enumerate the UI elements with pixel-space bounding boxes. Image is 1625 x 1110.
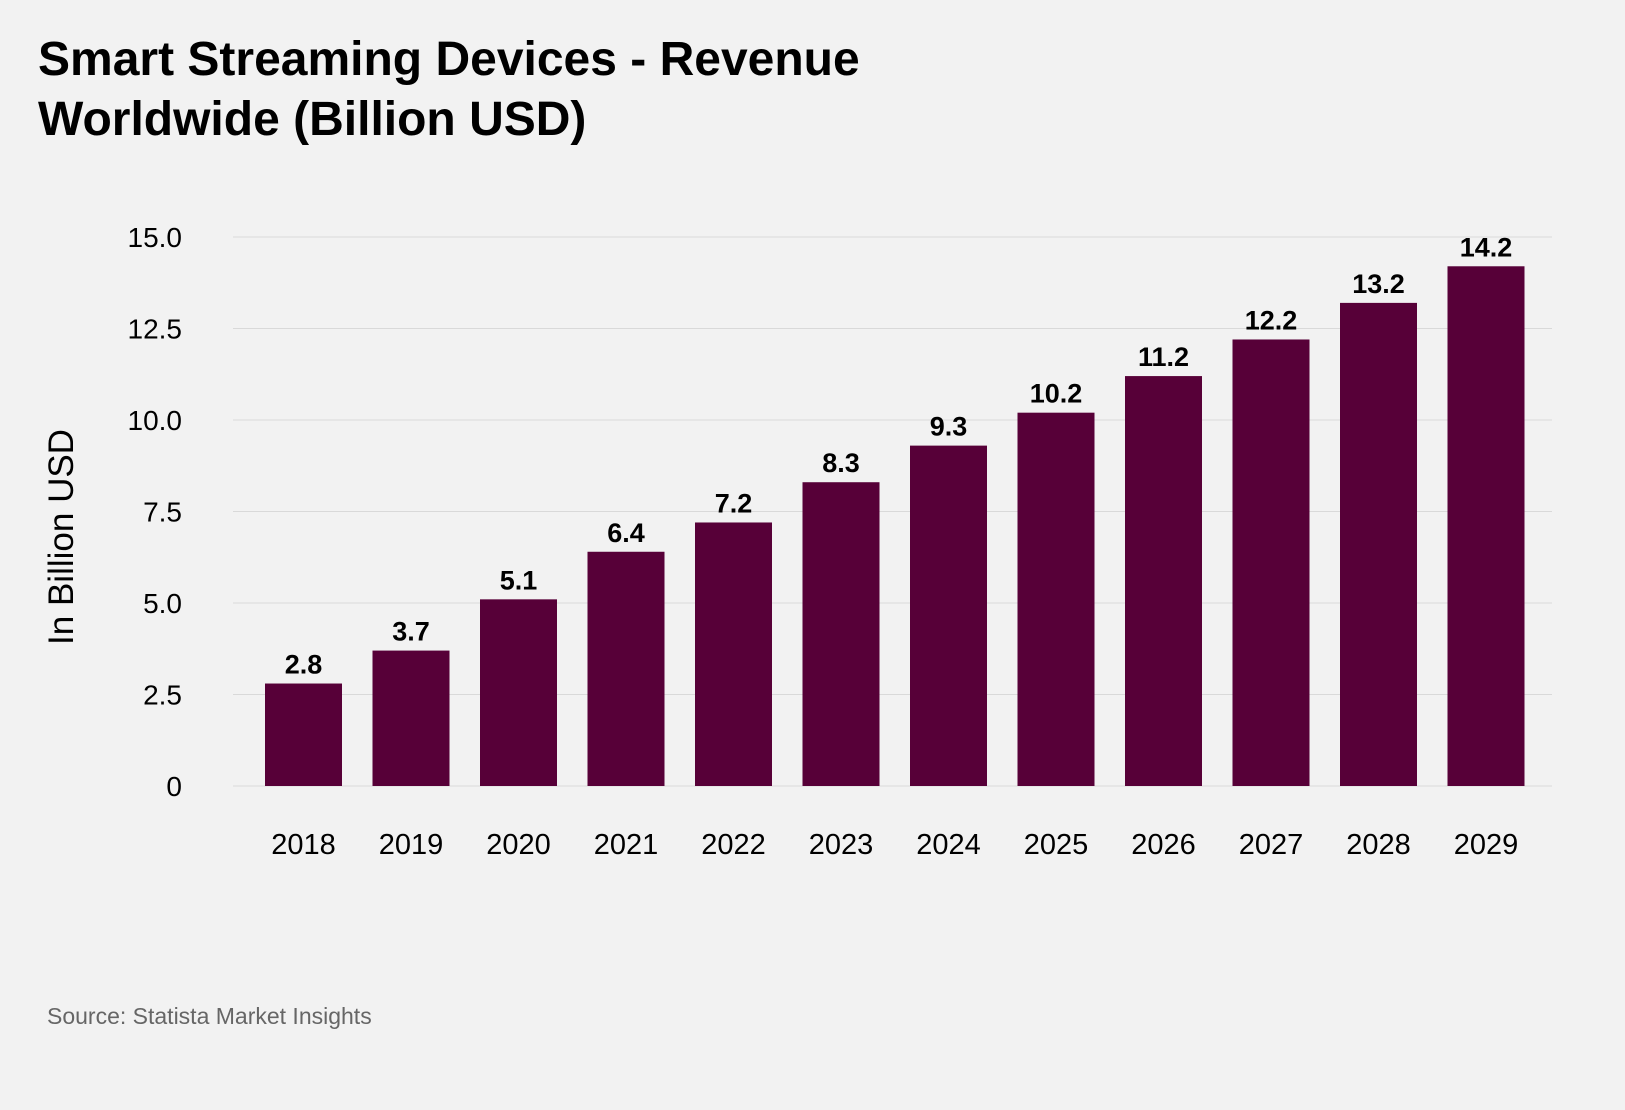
- data-label: 2.8: [285, 650, 323, 680]
- x-tick-label: 2022: [701, 829, 766, 861]
- x-tick-label: 2019: [379, 829, 444, 861]
- chart-title: Smart Streaming Devices - Revenue Worldw…: [38, 33, 860, 146]
- data-label: 8.3: [822, 448, 860, 478]
- y-axis-ticks: 0 2.5 5.0 7.5 10.0 12.5 15.0: [128, 222, 183, 802]
- data-label: 3.7: [392, 617, 430, 647]
- bar-2027: [1232, 339, 1310, 786]
- bar-2018: [265, 683, 342, 786]
- x-axis-ticks: 2018 2019 2020 2021 2022 2023 2024 2025 2026 2027…: [271, 829, 1518, 861]
- data-label: 12.2: [1245, 305, 1298, 335]
- data-label: 7.2: [715, 488, 753, 518]
- data-label: 13.2: [1352, 269, 1405, 299]
- data-labels: 2.8 3.7 5.1 6.4 7.2 8.3 9.3 10.2 11.2 12.2 13.2 14.…: [285, 232, 1513, 679]
- bar-2023: [802, 482, 880, 786]
- y-tick-label: 5.0: [143, 588, 182, 619]
- y-tick-label: 7.5: [143, 497, 182, 528]
- bar-2025: [1017, 412, 1095, 786]
- bar-2029: [1447, 266, 1525, 786]
- x-tick-label: 2024: [916, 829, 981, 861]
- x-tick-label: 2029: [1454, 829, 1519, 861]
- x-tick-label: 2020: [486, 829, 551, 861]
- y-tick-label: 0: [166, 771, 182, 802]
- data-label: 10.2: [1030, 379, 1083, 409]
- x-tick-label: 2028: [1346, 829, 1411, 861]
- bars: [265, 266, 1525, 786]
- x-tick-label: 2018: [271, 829, 336, 861]
- bar-2022: [695, 522, 772, 786]
- bar-2026: [1125, 376, 1202, 786]
- grid-lines: [233, 236, 1552, 787]
- bar-2021: [587, 551, 665, 786]
- x-tick-label: 2025: [1024, 829, 1089, 861]
- x-tick-label: 2021: [594, 829, 659, 861]
- bar-2020: [480, 599, 557, 786]
- source-note: Source: Statista Market Insights: [47, 1003, 372, 1029]
- bar-2028: [1340, 302, 1417, 786]
- data-label: 5.1: [500, 565, 538, 595]
- y-tick-label: 12.5: [128, 314, 183, 345]
- y-axis-title: In Billion USD: [42, 429, 81, 645]
- bar-2024: [910, 445, 987, 786]
- x-tick-label: 2027: [1239, 829, 1304, 861]
- x-tick-label: 2023: [809, 829, 874, 861]
- y-tick-label: 2.5: [143, 680, 182, 711]
- data-label: 11.2: [1138, 342, 1189, 372]
- data-label: 6.4: [607, 518, 645, 548]
- data-label: 9.3: [930, 412, 968, 442]
- data-label: 14.2: [1460, 232, 1513, 262]
- y-tick-label: 10.0: [128, 405, 183, 436]
- y-tick-label: 15.0: [128, 222, 183, 253]
- x-tick-label: 2026: [1131, 829, 1196, 861]
- bar-2019: [372, 650, 450, 786]
